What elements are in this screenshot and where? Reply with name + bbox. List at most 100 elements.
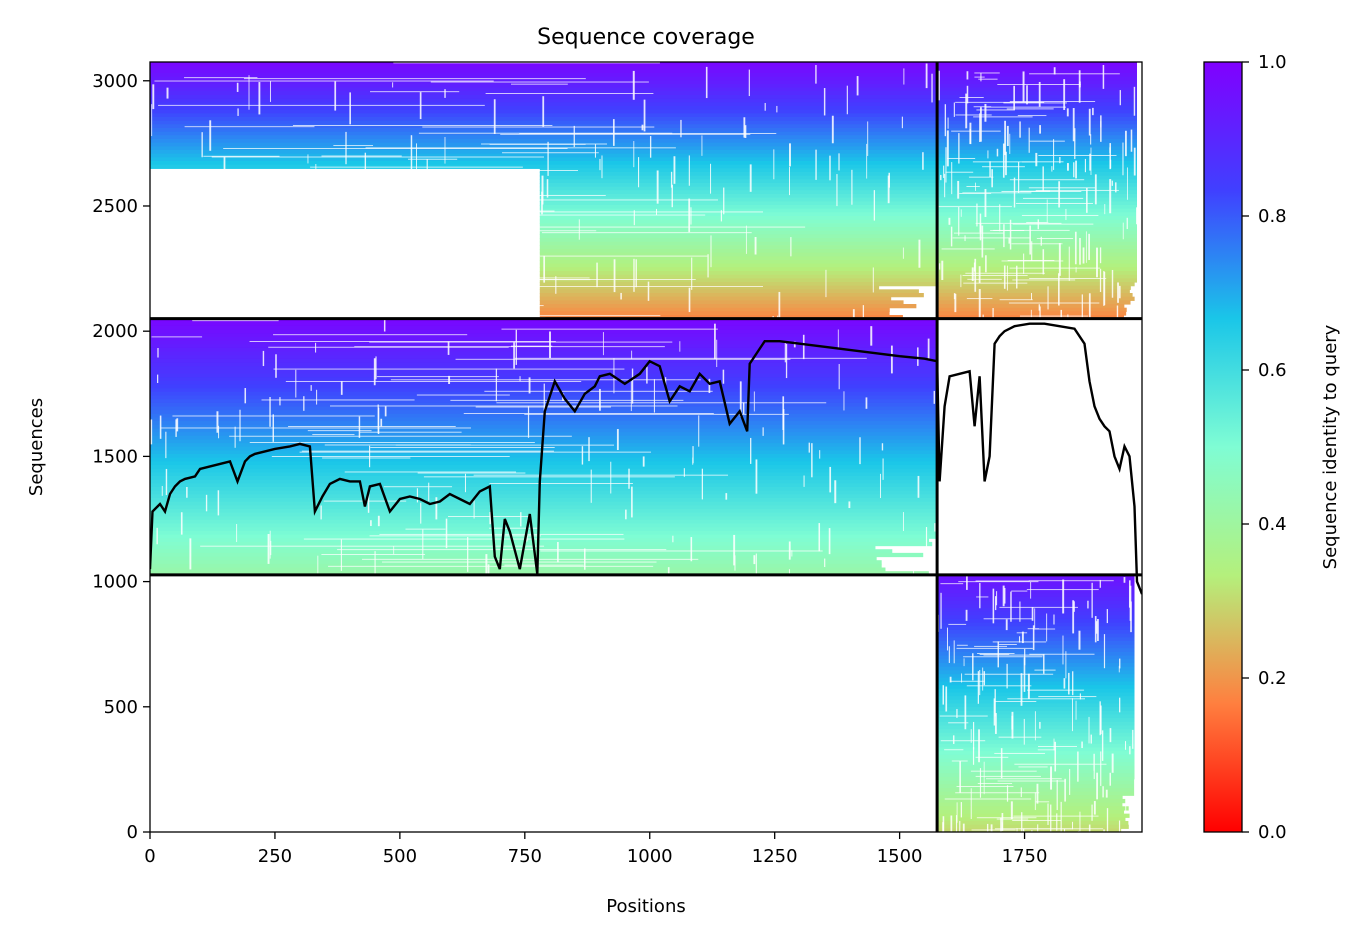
gap-line: [994, 701, 1037, 703]
identity-band: [150, 552, 924, 558]
gap-streak: [773, 149, 775, 180]
gap-streak: [1072, 600, 1075, 634]
identity-band: [937, 256, 1138, 261]
identity-band: [539, 234, 938, 239]
gap-streak: [633, 258, 635, 292]
gap-streak: [1099, 579, 1101, 588]
gap-streak: [901, 116, 903, 129]
gap-line: [376, 376, 499, 378]
gap-line: [312, 434, 355, 436]
gap-streak: [1090, 134, 1092, 145]
gap-line: [1003, 102, 1067, 104]
identity-band: [150, 406, 938, 411]
gap-line: [504, 564, 584, 566]
gap-line: [940, 740, 986, 742]
gap-line: [390, 379, 701, 381]
gap-line: [393, 62, 660, 64]
identity-band: [937, 252, 1138, 257]
gap-streak: [632, 70, 635, 100]
identity-band: [150, 355, 938, 360]
gap-streak: [377, 515, 380, 527]
gap-streak: [980, 107, 982, 142]
gap-streak: [989, 161, 991, 178]
y-tick-label: 2000: [92, 321, 138, 342]
gap-streak: [1085, 231, 1087, 263]
gap-line: [963, 656, 1043, 658]
identity-band: [539, 315, 903, 320]
gap-line: [369, 535, 541, 537]
gap-streak: [1116, 305, 1119, 319]
gap-streak: [1078, 630, 1081, 650]
identity-band: [150, 329, 938, 334]
gap-streak: [189, 538, 192, 570]
gap-streak: [788, 569, 791, 603]
identity-band: [937, 208, 1138, 213]
gap-line: [983, 654, 1044, 656]
chain-boundaries: [150, 62, 1142, 832]
identity-band: [150, 468, 938, 473]
gap-line: [974, 76, 985, 78]
gap-line: [966, 298, 993, 300]
gap-line: [1029, 73, 1120, 75]
gap-streak: [1103, 829, 1105, 832]
identity-band: [937, 648, 1135, 653]
gap-streak: [1063, 79, 1066, 110]
gap-line: [223, 148, 568, 149]
identity-band: [150, 571, 929, 576]
gap-streak: [846, 85, 848, 115]
gap-streak: [1115, 182, 1117, 193]
gap-line: [489, 527, 540, 529]
gap-line: [537, 199, 718, 201]
gap-streak: [1046, 199, 1048, 222]
gap-line: [152, 268, 262, 270]
gap-streak: [744, 125, 747, 138]
gap-streak: [1038, 81, 1041, 107]
gap-streak: [581, 446, 584, 465]
y-tick-label: 500: [104, 697, 138, 718]
identity-band: [150, 472, 938, 477]
gap-streak: [834, 480, 837, 504]
gap-streak: [1109, 772, 1111, 786]
gap-streak: [1053, 738, 1055, 751]
identity-band: [937, 197, 1138, 202]
gap-streak: [922, 152, 924, 170]
gap-streak: [301, 284, 303, 296]
gap-streak: [428, 482, 430, 502]
gap-streak: [1074, 128, 1076, 160]
gap-streak: [672, 535, 674, 543]
gap-line: [1006, 108, 1054, 110]
gap-streak: [680, 119, 682, 138]
identity-band: [937, 743, 1135, 749]
identity-band: [937, 278, 1138, 283]
gap-streak: [1137, 101, 1140, 134]
identity-band: [150, 69, 938, 74]
gap-streak: [933, 390, 936, 404]
identity-band: [539, 278, 938, 283]
gap-streak: [1081, 741, 1083, 749]
gap-streak: [838, 153, 840, 171]
gap-streak: [789, 143, 791, 167]
gap-streak: [205, 494, 208, 512]
gap-streak: [1068, 672, 1070, 695]
gap-line: [215, 256, 370, 257]
gap-line: [338, 285, 538, 287]
gap-streak: [1053, 67, 1056, 75]
gap-line: [1007, 698, 1086, 700]
gap-streak: [754, 236, 757, 255]
identity-band: [150, 336, 938, 342]
gap-streak: [1126, 217, 1128, 230]
x-tick-label: 750: [508, 846, 542, 867]
y-tick-label: 3000: [92, 71, 138, 92]
gap-line: [992, 641, 1047, 643]
identity-band: [937, 131, 1138, 136]
gap-streak: [646, 366, 648, 384]
gap-streak: [1011, 711, 1014, 739]
identity-band: [937, 263, 1138, 268]
x-axis: 0 250 500 750 1000 1250 1500 1750: [144, 832, 1047, 867]
gap-line: [407, 225, 524, 227]
identity-band: [937, 604, 1135, 609]
gap-streak: [671, 184, 673, 208]
gap-streak: [979, 583, 981, 609]
gap-line: [1001, 260, 1064, 262]
gap-line: [1035, 801, 1050, 803]
